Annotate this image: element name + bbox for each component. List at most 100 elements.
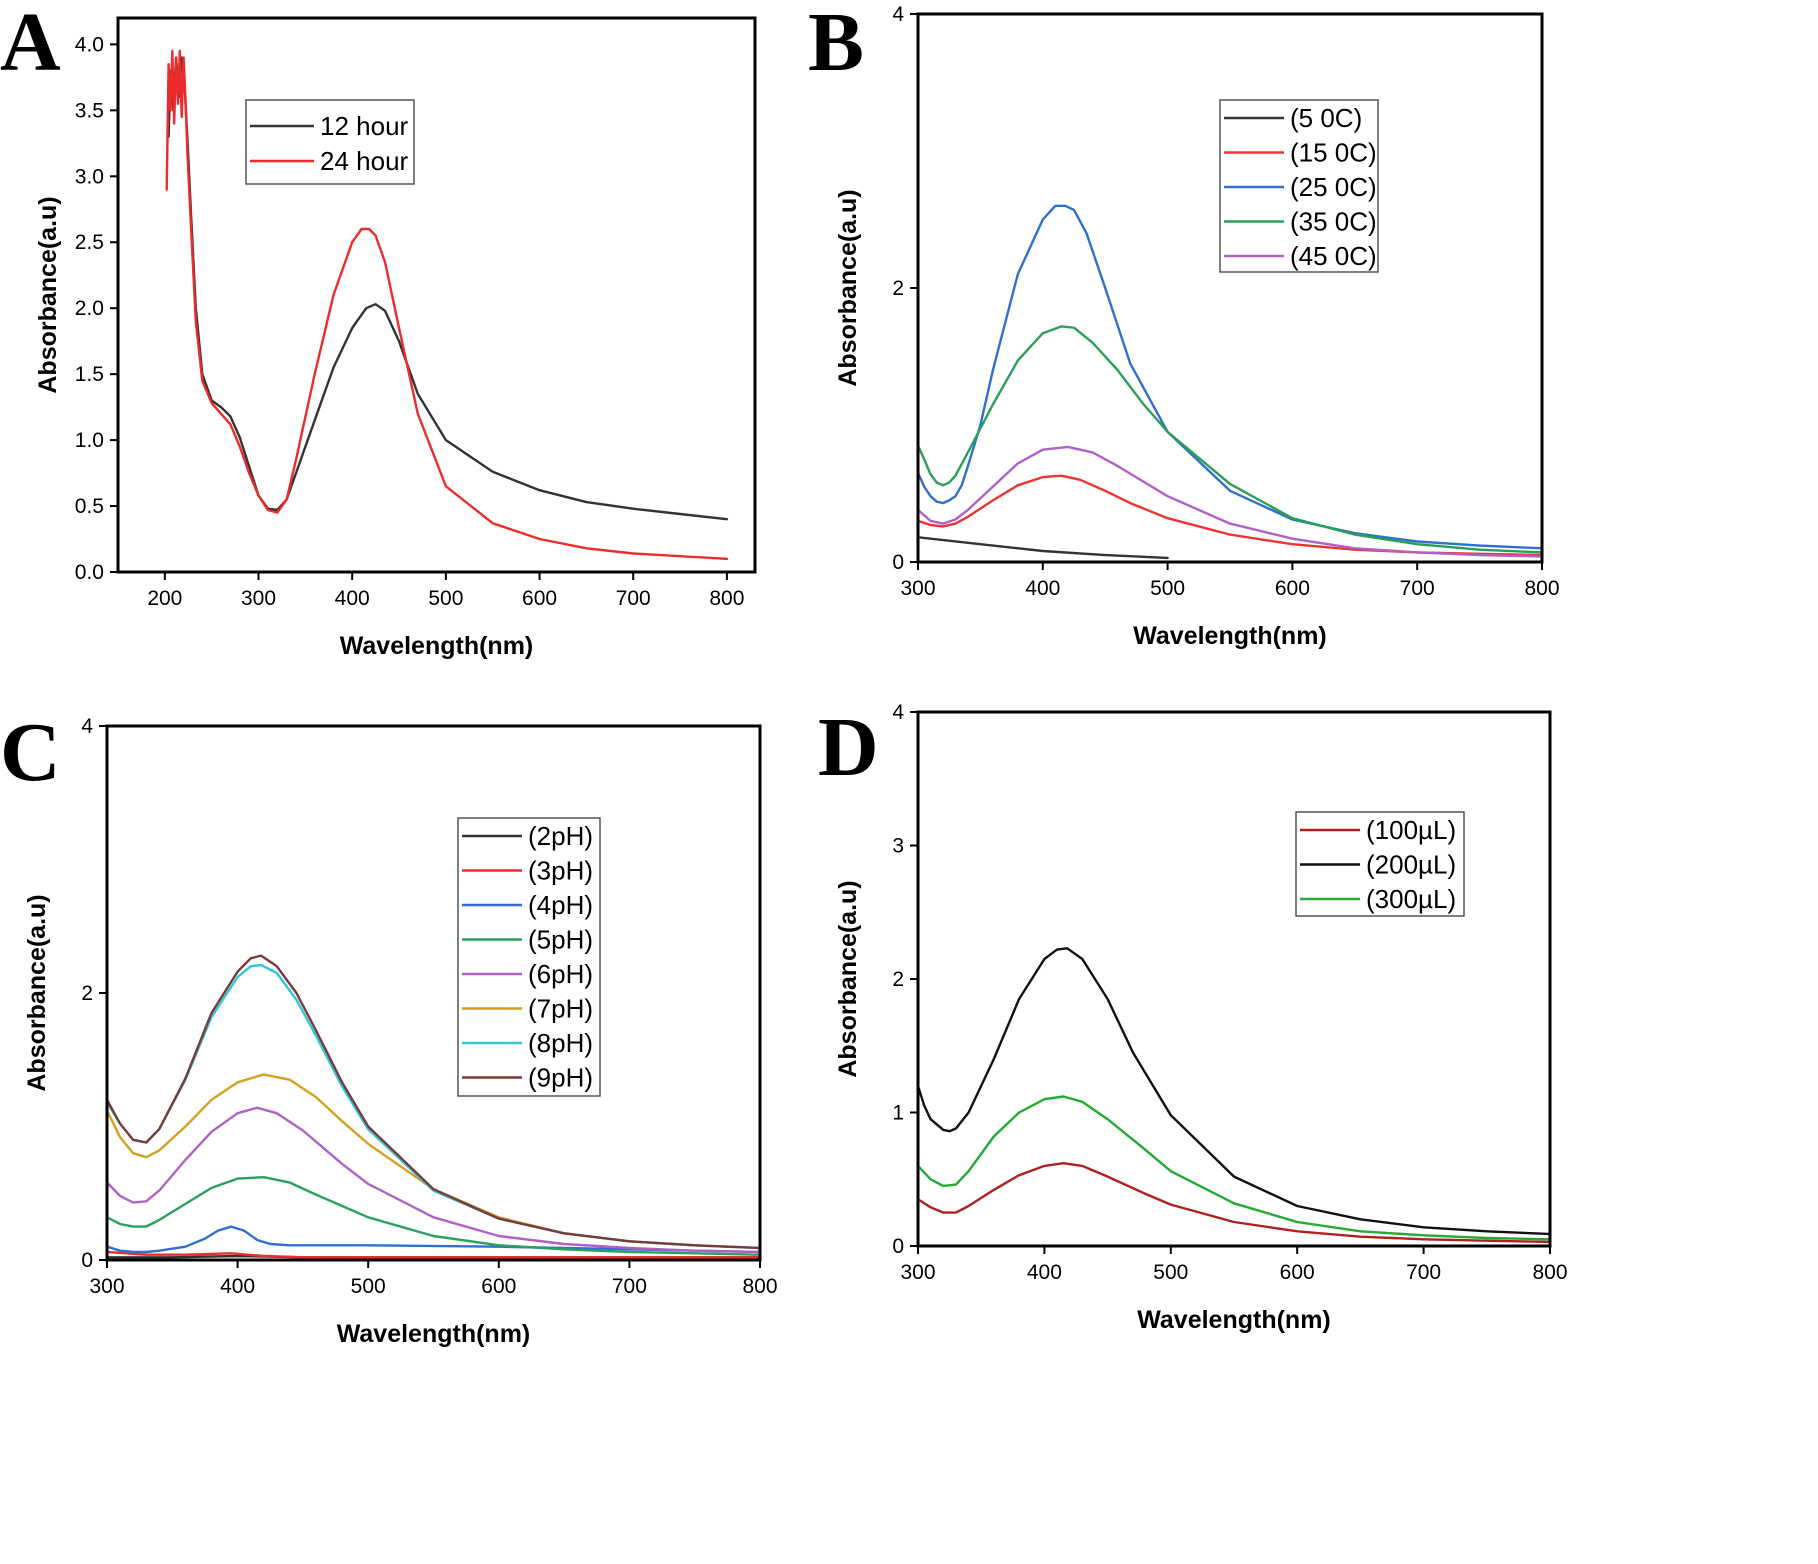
y-tick-label: 3.5	[75, 99, 104, 122]
series-line-9ph	[108, 954, 759, 1250]
panel-letter: C	[0, 706, 61, 799]
y-tick-label: 0	[81, 1249, 93, 1272]
x-tick-label: 800	[1532, 1261, 1567, 1284]
x-axis-title: Wavelength(nm)	[340, 632, 534, 660]
x-tick-label: 400	[1025, 577, 1060, 600]
series-line-5-0c	[919, 536, 1169, 560]
x-tick-label: 600	[1280, 1261, 1315, 1284]
plot-frame	[916, 12, 1544, 564]
y-tick-label: 2	[892, 968, 904, 991]
x-axis-title: Wavelength(nm)	[337, 1320, 531, 1348]
series-line-5ph	[108, 1175, 759, 1256]
legend-label-15-0c: (15 0C)	[1290, 138, 1377, 168]
y-tick-label: 3.0	[75, 165, 104, 188]
y-tick-label: 2.0	[75, 297, 104, 320]
x-tick-label: 300	[89, 1275, 124, 1298]
legend-label-45-0c: (45 0C)	[1290, 241, 1377, 271]
panel-a: A 200 300 400 500 600 700 800 0.0 0.5 1.0 1.5 2.0 2.5…	[0, 0, 757, 660]
legend-label-200ul: (200µL)	[1366, 850, 1456, 880]
x-tick-label: 700	[1406, 1261, 1441, 1284]
legend-box	[245, 99, 415, 185]
legend-label-35-0c: (35 0C)	[1290, 207, 1377, 237]
legend-label-5ph: (5pH)	[528, 925, 593, 955]
y-tick-label: 4	[892, 701, 904, 724]
y-tick-label: 1.0	[75, 429, 104, 452]
panel-c: C 300 400 500 600 700 800 0 2 4 Wavelength(nm) Abso…	[0, 706, 778, 1348]
plot-frame	[105, 724, 762, 1262]
legend-label-300ul: (300µL)	[1366, 884, 1456, 914]
legend-label-100ul: (100µL)	[1366, 815, 1456, 845]
legend-label-3ph: (3pH)	[528, 856, 593, 886]
series-line-45-0c	[919, 445, 1541, 558]
legend-label-7ph: (7pH)	[528, 994, 593, 1024]
x-axis-title: Wavelength(nm)	[1137, 1306, 1331, 1334]
x-tick-label: 200	[147, 587, 182, 610]
series-line-15-0c	[919, 474, 1541, 557]
panel-letter: B	[808, 0, 864, 89]
x-tick-label: 300	[241, 587, 276, 610]
plot-frame	[916, 710, 1552, 1248]
x-tick-label: 300	[900, 577, 935, 600]
y-axis-title: Absorbance(a.u)	[834, 189, 862, 386]
y-tick-label: 0.0	[75, 561, 104, 584]
legend-label-2ph: (2pH)	[528, 821, 593, 851]
x-tick-label: 500	[351, 1275, 386, 1298]
panel-letter: D	[818, 701, 879, 794]
y-axis-title: Absorbance(a.u)	[834, 880, 862, 1077]
y-tick-label: 3	[892, 835, 904, 858]
legend-box	[457, 817, 601, 1097]
y-tick-label: 4.0	[75, 33, 104, 56]
x-tick-label: 400	[220, 1275, 255, 1298]
legend-label-6ph: (6pH)	[528, 959, 593, 989]
series-line-35-0c	[919, 325, 1541, 554]
x-tick-label: 800	[1524, 577, 1559, 600]
legend-label-5-0c: (5 0C)	[1290, 103, 1362, 133]
panel-letter: A	[0, 0, 61, 89]
y-axis-title: Absorbance(a.u)	[34, 196, 62, 393]
y-tick-label: 2.5	[75, 231, 104, 254]
x-tick-label: 500	[1153, 1261, 1188, 1284]
x-tick-label: 400	[1027, 1261, 1062, 1284]
y-tick-label: 0	[892, 551, 904, 574]
legend-label-8ph: (8pH)	[528, 1028, 593, 1058]
y-tick-label: 1	[892, 1102, 904, 1125]
x-tick-label: 500	[428, 587, 463, 610]
x-tick-label: 300	[900, 1261, 935, 1284]
series-line-25-0c	[919, 204, 1541, 550]
plot-frame	[116, 16, 757, 574]
x-tick-label: 800	[742, 1275, 777, 1298]
series-line-24-hour	[165, 49, 729, 560]
series-line-300ul	[919, 1095, 1549, 1241]
x-tick-label: 700	[1400, 577, 1435, 600]
legend-label-12-hour: 12 hour	[320, 111, 409, 141]
legend-label-4ph: (4pH)	[528, 890, 593, 920]
y-tick-label: 4	[81, 715, 93, 738]
x-tick-label: 600	[481, 1275, 516, 1298]
y-tick-label: 1.5	[75, 363, 104, 386]
y-tick-label: 2	[81, 982, 93, 1005]
legend-label-25-0c: (25 0C)	[1290, 172, 1377, 202]
panel-d: D 300 400 500 600 700 800 0 1 2 3 4 Wavelength(nm) Ab…	[818, 701, 1568, 1334]
y-tick-label: 0	[892, 1235, 904, 1258]
y-axis-title: Absorbance(a.u)	[23, 894, 51, 1091]
series-line-3ph	[108, 1250, 759, 1259]
legend-label-9ph: (9pH)	[528, 1063, 593, 1093]
series-line-100ul	[919, 1161, 1549, 1244]
panel-b: B 300 400 500 600 700 800 0 2 4 Wavelength(nm) Abso…	[808, 0, 1560, 650]
series-line-200ul	[919, 947, 1549, 1236]
y-tick-label: 2	[892, 277, 904, 300]
x-tick-label: 600	[522, 587, 557, 610]
y-tick-label: 4	[892, 3, 904, 26]
legend-label-24-hour: 24 hour	[320, 146, 409, 176]
x-tick-label: 600	[1275, 577, 1310, 600]
x-tick-label: 700	[616, 587, 651, 610]
x-tick-label: 700	[612, 1275, 647, 1298]
x-tick-label: 800	[709, 587, 744, 610]
x-tick-label: 400	[335, 587, 370, 610]
series-line-6ph	[108, 1106, 759, 1254]
y-tick-label: 0.5	[75, 495, 104, 518]
series-line-4ph	[108, 1225, 759, 1254]
x-axis-title: Wavelength(nm)	[1133, 622, 1327, 650]
x-tick-label: 500	[1150, 577, 1185, 600]
